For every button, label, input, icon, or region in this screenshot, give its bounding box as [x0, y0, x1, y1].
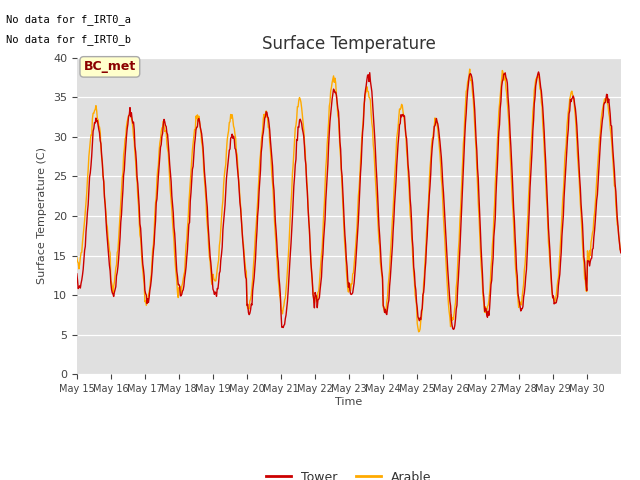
Text: No data for f_IRT0_b: No data for f_IRT0_b: [6, 34, 131, 45]
X-axis label: Time: Time: [335, 397, 362, 407]
Text: BC_met: BC_met: [84, 60, 136, 73]
Text: No data for f_IRT0_a: No data for f_IRT0_a: [6, 14, 131, 25]
Legend: Tower, Arable: Tower, Arable: [261, 466, 436, 480]
Title: Surface Temperature: Surface Temperature: [262, 35, 436, 53]
Y-axis label: Surface Temperature (C): Surface Temperature (C): [37, 147, 47, 285]
